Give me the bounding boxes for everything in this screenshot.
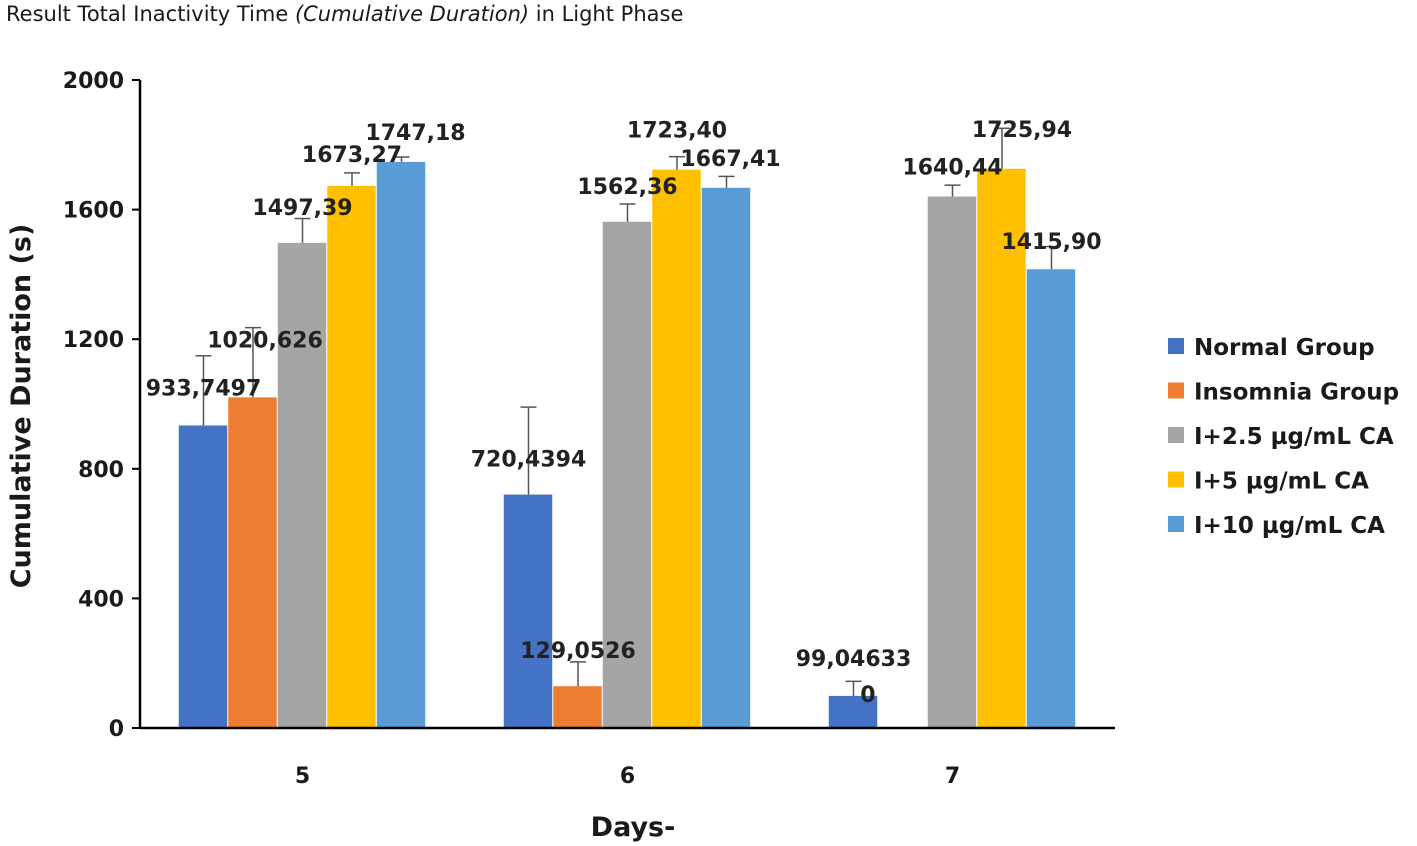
data-label: 0 <box>860 683 875 708</box>
y-tick-label: 1600 <box>63 199 124 224</box>
data-label: 99,04633 <box>796 647 912 672</box>
legend-swatch <box>1168 427 1184 443</box>
data-label: 1497,39 <box>252 196 352 221</box>
x-axis-title: Days- <box>591 812 676 843</box>
bar <box>553 686 602 728</box>
data-label: 720,4394 <box>471 448 587 473</box>
chart-title: Result Total Inactivity Time (Cumulative… <box>6 2 683 26</box>
data-label: 1723,40 <box>627 119 727 144</box>
bar <box>277 242 327 728</box>
data-label: 129,0526 <box>520 639 636 664</box>
bar <box>701 187 751 728</box>
data-label: 1747,18 <box>365 121 465 146</box>
data-label: 1667,41 <box>680 147 780 172</box>
x-tick-label: 5 <box>295 764 310 789</box>
bar <box>228 397 277 728</box>
bars <box>178 161 1076 729</box>
chart-title-prefix: Result Total Inactivity Time <box>6 2 295 26</box>
legend: Normal Group Insomnia Group I+2.5 µg/mL CA… <box>1168 335 1399 539</box>
legend-item-label: I+5 µg/mL CA <box>1194 469 1369 495</box>
legend-swatch <box>1168 382 1184 399</box>
chart-title-suffix: in Light Phase <box>529 2 684 26</box>
legend-item-label: Insomnia Group <box>1194 380 1399 406</box>
data-label: 1415,90 <box>1001 230 1101 255</box>
x-tick-label: 6 <box>620 764 635 789</box>
bar <box>977 168 1026 729</box>
chart-title-italic: (Cumulative Duration) <box>294 2 530 26</box>
bar <box>327 185 376 728</box>
legend-swatch <box>1168 516 1184 532</box>
bar <box>178 425 228 728</box>
data-label: 1725,94 <box>972 118 1072 143</box>
data-label: 1562,36 <box>577 175 677 200</box>
y-tick-label: 800 <box>78 458 124 483</box>
bar <box>927 196 977 728</box>
bar <box>828 695 878 728</box>
data-label: 1673,27 <box>302 143 402 168</box>
y-axis-ticks: 0 400 800 1200 1600 2000 <box>63 69 140 742</box>
data-label: 933,7497 <box>146 376 262 401</box>
bar <box>602 221 652 729</box>
legend-swatch <box>1168 338 1184 354</box>
y-axis-title: Cumulative Duration (s) <box>6 224 37 589</box>
y-tick-label: 0 <box>109 717 124 742</box>
bar <box>652 169 701 728</box>
y-tick-label: 2000 <box>63 69 124 94</box>
legend-item-label: Normal Group <box>1194 335 1375 361</box>
legend-item-label: I+2.5 µg/mL CA <box>1194 424 1394 450</box>
y-tick-label: 400 <box>78 587 124 612</box>
bar <box>1026 269 1076 728</box>
bar <box>503 494 553 728</box>
bar <box>376 161 426 728</box>
legend-item-label: I+10 µg/mL CA <box>1194 513 1385 539</box>
x-axis-ticks: 5 6 7 <box>295 764 960 789</box>
data-label: 1640,44 <box>902 155 1002 180</box>
error-bars <box>195 127 1060 696</box>
y-tick-label: 1200 <box>63 328 124 353</box>
data-label: 1020,626 <box>207 328 323 353</box>
legend-swatch <box>1168 471 1184 488</box>
axes <box>138 80 1115 730</box>
x-tick-label: 7 <box>945 764 960 789</box>
